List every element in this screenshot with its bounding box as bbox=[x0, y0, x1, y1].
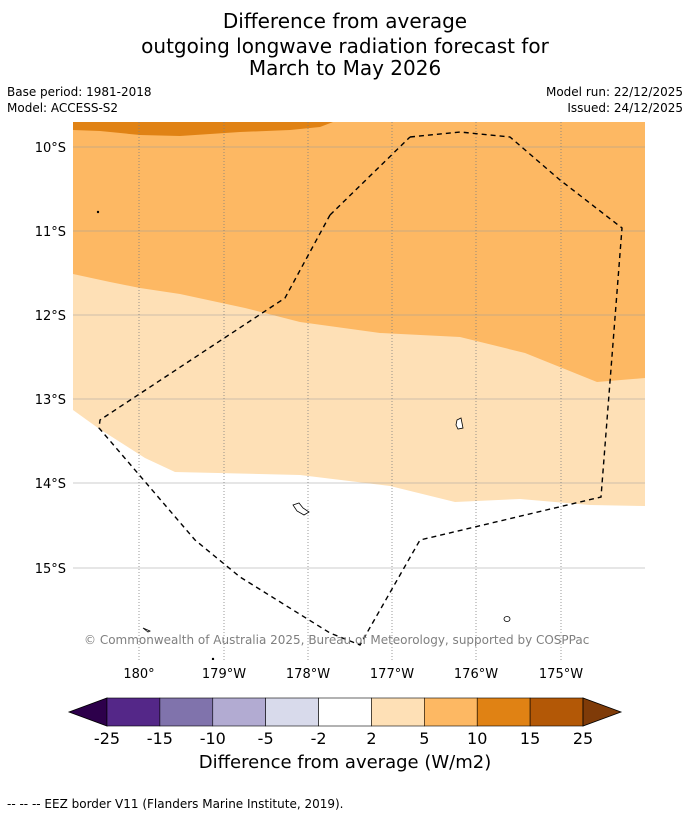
map-title-line-1: Difference from average bbox=[222, 9, 468, 33]
model-run: Model run: 22/12/2025 bbox=[545, 85, 683, 99]
latitude-label: 13°S bbox=[35, 393, 66, 408]
colorbar-min-extension bbox=[67, 697, 108, 727]
colorbar-segment bbox=[265, 697, 319, 727]
colorbar-segment bbox=[476, 697, 531, 727]
colorbar-segment bbox=[318, 697, 372, 727]
longitude-label: 175°W bbox=[539, 667, 583, 682]
eez-border-closing bbox=[329, 136, 411, 216]
latitude-label: 12°S bbox=[35, 309, 66, 324]
island-dot-north bbox=[96, 210, 100, 214]
colorbar-segment bbox=[424, 697, 478, 727]
latitude-labels: 10°S 11°S 12°S 13°S 14°S 15°S bbox=[35, 141, 66, 577]
copyright-credit: © Commonwealth of Australia 2025, Bureau… bbox=[84, 633, 590, 647]
map-title-line-2: outgoing longwave radiation forecast for bbox=[141, 34, 549, 58]
islands bbox=[96, 210, 511, 660]
colorbar-segment bbox=[106, 697, 161, 727]
island-small-east bbox=[503, 616, 511, 622]
longitude-label: 178°W bbox=[286, 667, 330, 682]
meta-right: Model run: 22/12/2025 Issued: 24/12/2025 bbox=[546, 84, 683, 116]
longitude-labels: 180° 179°W 178°W 177°W 176°W 175°W bbox=[123, 667, 583, 682]
colorbar-segment bbox=[371, 697, 425, 727]
colorbar-tick-label: -25 bbox=[93, 729, 121, 748]
meta-left: Base period: 1981-2018 Model: ACCESS-S2 bbox=[7, 84, 152, 116]
latitude-label: 11°S bbox=[35, 225, 66, 240]
longitude-label: 177°W bbox=[370, 667, 414, 682]
colorbar-max-extension bbox=[582, 697, 623, 727]
island-dot-south bbox=[211, 657, 215, 660]
colorbar-tick-label: 2 bbox=[366, 729, 377, 748]
colorbar-tick-label: -10 bbox=[199, 729, 226, 748]
island-wallis bbox=[455, 417, 464, 430]
eez-border bbox=[98, 131, 623, 646]
longitude-label: 180° bbox=[123, 667, 154, 682]
colorbar-tick-label: 25 bbox=[572, 729, 594, 748]
colorbar-tick-label: -5 bbox=[257, 729, 274, 748]
colorbar-segment bbox=[529, 697, 584, 727]
colorbar-tick-label: -2 bbox=[310, 729, 327, 748]
colorbar-title: Difference from average (W/m2) bbox=[198, 752, 492, 773]
map-area bbox=[73, 122, 645, 660]
latitude-label: 14°S bbox=[35, 477, 66, 492]
colorbar-tick-label: 15 bbox=[519, 729, 541, 748]
island-futuna bbox=[292, 502, 310, 516]
map-title-line-3: March to May 2026 bbox=[248, 56, 442, 80]
island-small-west bbox=[142, 627, 151, 633]
issued-date: Issued: 24/12/2025 bbox=[567, 101, 683, 115]
colorbar-segment bbox=[159, 697, 214, 727]
model-name: Model: ACCESS-S2 bbox=[7, 101, 119, 115]
longitude-label: 176°W bbox=[454, 667, 498, 682]
anomaly-band-10-15 bbox=[73, 122, 333, 136]
longitude-label: 179°W bbox=[202, 667, 246, 682]
latitude-gridlines bbox=[73, 146, 645, 569]
latitude-label: 10°S bbox=[35, 141, 66, 156]
colorbar-tick-label: 5 bbox=[419, 729, 430, 748]
colorbar-tick-label: 10 bbox=[467, 729, 488, 748]
colorbar-segment bbox=[212, 697, 266, 727]
colorbar-tick-label: -15 bbox=[146, 729, 173, 748]
anomaly-band-5-10 bbox=[73, 122, 645, 382]
latitude-label: 15°S bbox=[35, 562, 66, 577]
colorbar bbox=[67, 697, 623, 727]
base-period: Base period: 1981-2018 bbox=[7, 85, 152, 99]
eez-legend: -- -- -- EEZ border V11 (Flanders Marine… bbox=[7, 797, 344, 811]
